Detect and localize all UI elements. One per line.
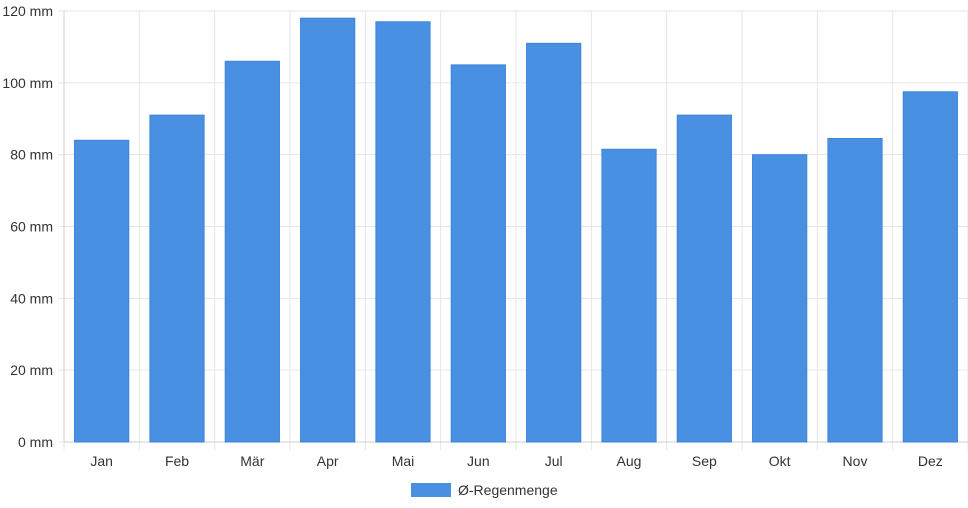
x-tick-label: Okt [769, 453, 791, 469]
bar-mai [375, 21, 431, 443]
bar-jan [74, 139, 130, 443]
y-tick-label: 60 mm [10, 219, 53, 235]
y-tick-label: 80 mm [10, 147, 53, 163]
bar-nov [827, 138, 883, 443]
x-tick-label: Apr [317, 453, 339, 469]
bar-aug [601, 148, 657, 443]
x-tick-label: Mär [240, 453, 264, 469]
legend-swatch [411, 483, 451, 497]
x-tick-label: Sep [692, 453, 717, 469]
y-tick-label: 20 mm [10, 362, 53, 378]
y-tick-label: 0 mm [18, 434, 53, 450]
bar-jun [450, 64, 506, 443]
bar-dez [902, 91, 958, 443]
y-tick-label: 100 mm [2, 75, 53, 91]
y-tick-label: 40 mm [10, 290, 53, 306]
bar-apr [300, 17, 356, 443]
bar-jul [526, 42, 582, 443]
y-tick-label: 120 mm [2, 3, 53, 19]
bar-okt [752, 154, 808, 443]
x-tick-label: Jul [545, 453, 563, 469]
x-tick-label: Feb [165, 453, 189, 469]
bar-mär [224, 60, 280, 443]
bars [74, 17, 958, 443]
bar-feb [149, 114, 205, 443]
x-tick-label: Aug [617, 453, 642, 469]
bar-sep [676, 114, 732, 443]
y-axis-tick-labels: 0 mm 20 mm 40 mm 60 mm 80 mm 100 mm 120 mm [2, 3, 53, 450]
x-tick-label: Mai [392, 453, 415, 469]
x-axis-tick-labels: Jan Feb Mär Apr Mai Jun Jul Aug Sep Okt Nov Dez [90, 453, 942, 469]
legend: Ø-Regenmenge [411, 482, 558, 498]
x-tick-label: Jun [467, 453, 490, 469]
gridlines [58, 10, 968, 450]
x-tick-label: Nov [843, 453, 868, 469]
x-tick-label: Dez [918, 453, 943, 469]
x-tick-label: Jan [90, 453, 113, 469]
legend-label: Ø-Regenmenge [458, 482, 558, 498]
